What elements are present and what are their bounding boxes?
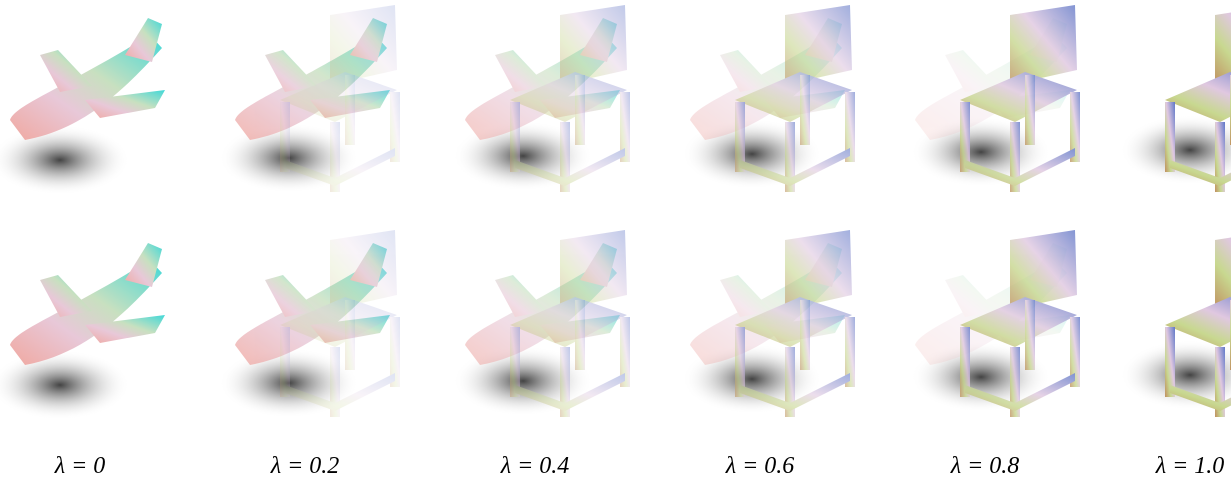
point-cloud-panel: [911, 5, 1080, 192]
point-cloud-panel: [0, 5, 175, 195]
wing: [720, 275, 772, 317]
chair-leg: [800, 300, 810, 370]
chair-back: [1010, 5, 1077, 85]
point-cloud-panel: [682, 5, 855, 192]
wing: [1150, 275, 1202, 317]
chair-leg: [1025, 300, 1035, 370]
chair-back: [560, 230, 627, 310]
chair-leg: [800, 75, 810, 145]
point-cloud-panel: [682, 230, 855, 417]
point-cloud-panel: [911, 230, 1080, 417]
lambda-label: λ = 0.6: [725, 453, 795, 479]
wing: [1150, 50, 1202, 92]
wing: [945, 50, 997, 92]
lambda-label: λ = 0.8: [950, 453, 1020, 479]
chair-back: [785, 230, 852, 310]
chair-back: [330, 230, 397, 310]
chair-back: [785, 5, 852, 85]
point-cloud-panel: [453, 230, 630, 417]
lambda-label: λ = 0.2: [270, 453, 340, 479]
wing: [495, 50, 547, 92]
point-cloud-panel: [219, 230, 400, 418]
wing: [40, 275, 92, 317]
chair-leg: [1025, 75, 1035, 145]
lambda-label: λ = 0.4: [500, 453, 570, 479]
point-cloud-panel: [453, 5, 630, 192]
wing: [265, 275, 317, 317]
wing: [495, 275, 547, 317]
point-cloud-panel: [1120, 5, 1231, 192]
wing: [40, 50, 92, 92]
chair-back: [330, 5, 397, 85]
chair-leg: [345, 300, 355, 370]
chair-back: [105, 230, 172, 310]
lambda-label: λ = 1.0: [1155, 453, 1225, 479]
chair-back: [105, 5, 172, 85]
chair-leg: [345, 75, 355, 145]
point-cloud-panel: [0, 230, 175, 420]
wing: [945, 275, 997, 317]
figure: λ = 0 λ = 0.2 λ = 0.4 λ = 0.6 λ = 0.8 λ = 1.0: [0, 0, 1231, 482]
point-cloud-panel: [219, 5, 400, 193]
wing: [265, 50, 317, 92]
chair-leg: [120, 75, 130, 145]
chair-leg: [120, 300, 130, 370]
point-cloud-panel: [1120, 230, 1231, 417]
wing: [720, 50, 772, 92]
chair-back: [1010, 230, 1077, 310]
chair-leg: [575, 75, 585, 145]
lambda-label: λ = 0: [54, 453, 106, 479]
chair-back: [560, 5, 627, 85]
chair-leg: [575, 300, 585, 370]
